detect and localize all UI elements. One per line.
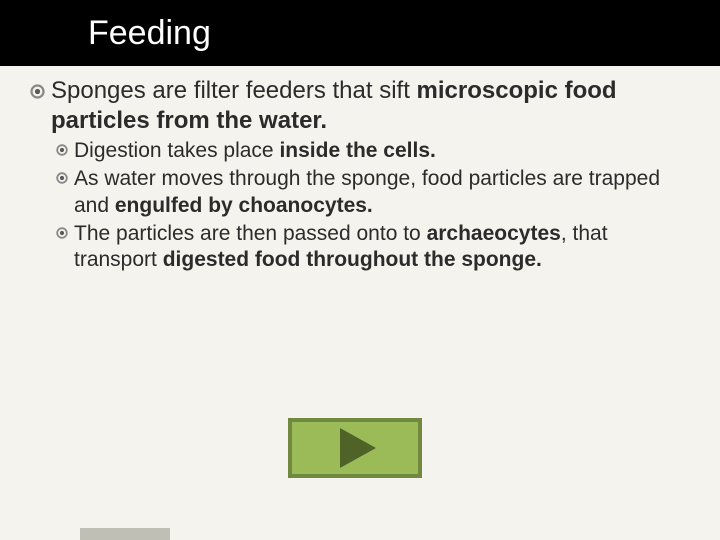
target-bullet-icon xyxy=(56,144,68,156)
bullet-level2: Digestion takes place inside the cells. xyxy=(56,138,690,164)
level2-group: Digestion takes place inside the cells. … xyxy=(30,138,690,273)
header-bar: Feeding xyxy=(0,0,720,66)
target-bullet-icon xyxy=(56,172,68,184)
target-bullet-icon xyxy=(56,227,68,239)
content-area: Sponges are filter feeders that sift mic… xyxy=(0,66,720,273)
l2-2-bold2: digested food throughout the sponge. xyxy=(163,248,542,271)
level2-text: The particles are then passed onto to ar… xyxy=(74,221,690,274)
l2-1-bold: engulfed by choanocytes. xyxy=(115,194,373,217)
bullet-level1: Sponges are filter feeders that sift mic… xyxy=(30,76,690,136)
l2-0-pre: Digestion takes place xyxy=(74,139,279,162)
bullet-level2: As water moves through the sponge, food … xyxy=(56,166,690,219)
slide-title: Feeding xyxy=(88,14,211,53)
l2-0-bold: inside the cells. xyxy=(279,139,435,162)
level1-text: Sponges are filter feeders that sift mic… xyxy=(51,76,690,136)
bullet-level2: The particles are then passed onto to ar… xyxy=(56,221,690,274)
level2-text: As water moves through the sponge, food … xyxy=(74,166,690,219)
play-icon xyxy=(340,428,376,468)
l2-2-bold: archaeocytes xyxy=(427,222,561,245)
level2-text: Digestion takes place inside the cells. xyxy=(74,138,436,164)
level1-pre: Sponges are filter feeders that sift xyxy=(51,77,417,104)
footer-decoration xyxy=(80,528,170,540)
play-button[interactable] xyxy=(288,418,422,478)
l2-2-pre: The particles are then passed onto to xyxy=(74,222,427,245)
target-bullet-icon xyxy=(30,84,45,99)
